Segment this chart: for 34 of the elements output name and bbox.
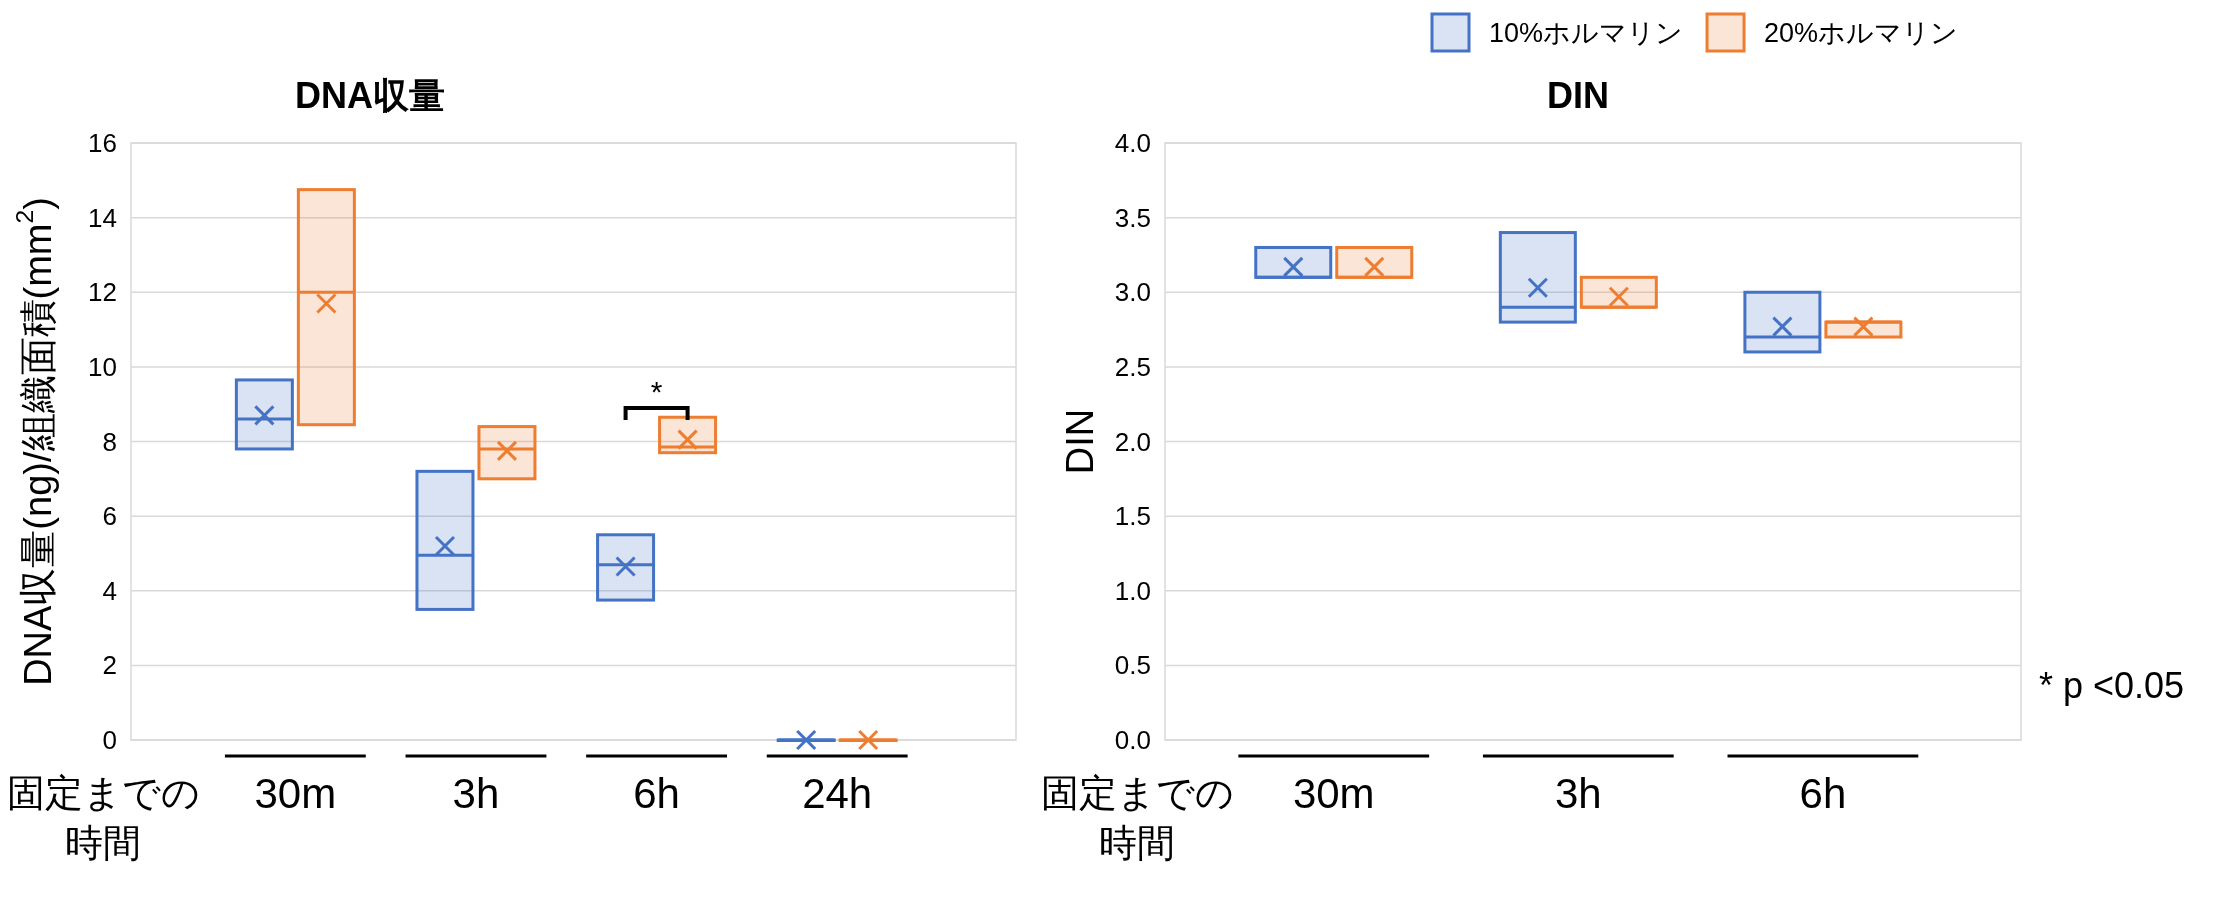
y-tick-label: 8	[102, 426, 117, 457]
y-tick-label: 14	[88, 202, 117, 233]
y-tick-label: 2.0	[1114, 426, 1151, 457]
y-tick-label: 10	[88, 351, 117, 382]
y-tick-label: 4	[102, 575, 117, 606]
x-tick-label: 24h	[802, 770, 873, 817]
x-axis-title: 固定までの時間	[5, 771, 201, 866]
x-tick-label: 3h	[452, 770, 500, 817]
chart-title: DIN	[1547, 75, 1609, 116]
x-tick-label: 30m	[254, 770, 337, 817]
y-tick-label: 3.5	[1114, 202, 1151, 233]
annotation: *	[650, 374, 663, 408]
y-tick-label: 0.0	[1114, 725, 1151, 755]
y-tick-label: 16	[88, 128, 117, 158]
y-tick-label: 1.0	[1114, 575, 1151, 606]
legend-label: 10%ホルマリン	[1489, 18, 1684, 48]
legend-label: 20%ホルマリン	[1764, 18, 1959, 48]
y-tick-label: 12	[88, 277, 117, 308]
y-tick-label: 0.5	[1114, 650, 1151, 681]
y-tick-label: 4.0	[1114, 128, 1151, 158]
y-tick-label: 2	[102, 650, 117, 681]
x-tick-label: 6h	[633, 770, 680, 817]
y-tick-label: 2.5	[1114, 351, 1151, 382]
text: * p <0.05	[2039, 665, 2185, 707]
x-tick-label: 3h	[1554, 770, 1602, 817]
y-tick-label: 3.0	[1114, 277, 1151, 308]
x-tick-label: 30m	[1292, 770, 1375, 817]
y-tick-label: 6	[102, 501, 117, 532]
x-tick-label: 6h	[1799, 770, 1847, 817]
y-axis-title: DIN	[1059, 408, 1101, 475]
y-tick-label: 1.5	[1114, 501, 1151, 532]
x-axis-title: 固定までの時間	[1039, 771, 1235, 866]
y-tick-label: 0	[102, 725, 117, 755]
chart-title: DNA収量	[295, 75, 445, 116]
